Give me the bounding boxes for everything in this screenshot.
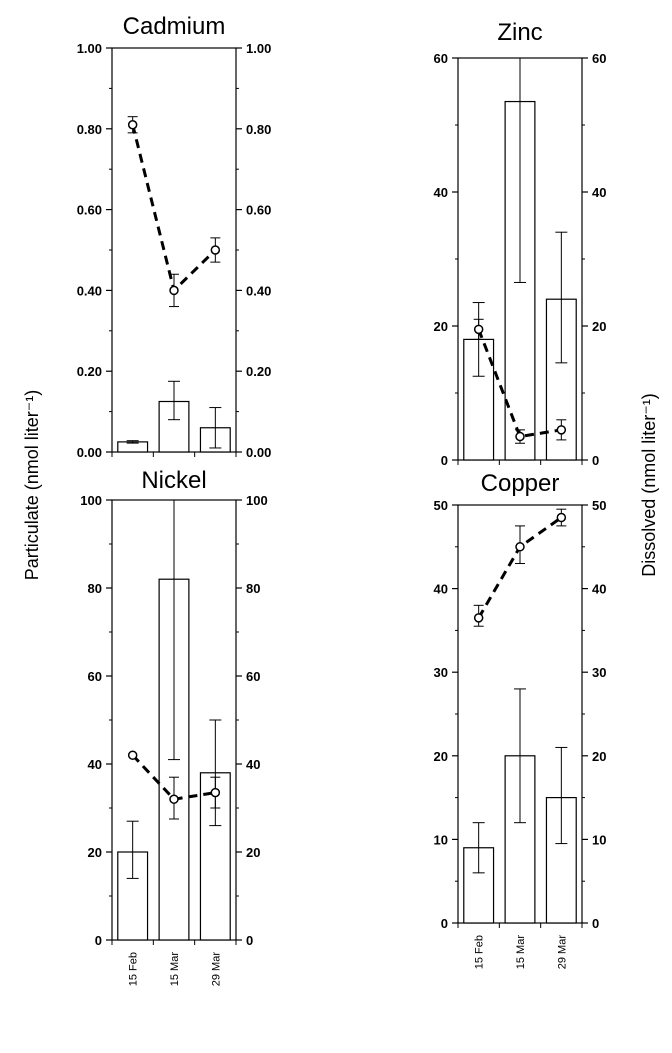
category-label: 15 Mar bbox=[169, 952, 181, 987]
left-tick-label: 0.60 bbox=[77, 203, 102, 218]
left-tick-label: 0.00 bbox=[77, 445, 102, 460]
left-tick-label: 10 bbox=[434, 832, 448, 847]
data-point bbox=[473, 324, 484, 335]
dissolved-line bbox=[477, 328, 562, 439]
left-tick-label: 0.20 bbox=[77, 364, 102, 379]
panel-zinc: Zinc 0 0 20 20 40 40 60 60 bbox=[434, 19, 607, 468]
right-tick-label: 0 bbox=[246, 933, 253, 948]
left-tick-label: 1.00 bbox=[77, 41, 102, 56]
right-tick-label: 40 bbox=[592, 582, 606, 597]
right-tick-label: 40 bbox=[246, 757, 260, 772]
left-tick-label: 40 bbox=[434, 582, 448, 597]
right-tick-label: 60 bbox=[246, 669, 260, 684]
category-label: 29 Mar bbox=[210, 952, 222, 987]
right-tick-label: 60 bbox=[592, 51, 606, 66]
right-tick-label: 50 bbox=[592, 498, 606, 513]
data-point bbox=[556, 425, 567, 435]
right-tick-label: 100 bbox=[246, 493, 268, 508]
data-point bbox=[127, 750, 138, 760]
right-tick-label: 0.60 bbox=[246, 203, 271, 218]
left-tick-label: 0.40 bbox=[77, 283, 102, 298]
data-point bbox=[127, 120, 138, 130]
category-label: 15 Mar bbox=[515, 935, 527, 970]
left-axis-label: Particulate (nmol liter⁻¹) bbox=[22, 390, 42, 581]
data-point bbox=[210, 245, 221, 255]
right-tick-label: 0.00 bbox=[246, 445, 271, 460]
left-tick-label: 20 bbox=[434, 319, 448, 334]
data-point bbox=[515, 431, 525, 442]
category-label: 29 Mar bbox=[556, 935, 568, 970]
left-tick-label: 20 bbox=[434, 749, 448, 764]
data-point bbox=[473, 613, 484, 623]
right-tick-label: 30 bbox=[592, 665, 606, 680]
panel-copper: Copper 0 0 10 10 20 20 30 30 40 40 50 50 15 Feb 15 Mar… bbox=[434, 470, 607, 969]
data-point bbox=[515, 542, 525, 552]
category-label: 15 Feb bbox=[474, 935, 486, 969]
left-tick-label: 50 bbox=[434, 498, 448, 513]
data-point bbox=[169, 285, 179, 296]
data-point bbox=[210, 787, 221, 798]
left-tick-label: 0 bbox=[441, 916, 448, 931]
dissolved-line bbox=[131, 124, 217, 294]
left-tick-label: 0 bbox=[95, 933, 102, 948]
right-tick-label: 0 bbox=[592, 453, 599, 468]
right-tick-label: 20 bbox=[592, 749, 606, 764]
left-tick-label: 60 bbox=[434, 51, 448, 66]
right-tick-label: 1.00 bbox=[246, 41, 271, 56]
left-tick-label: 80 bbox=[88, 581, 102, 596]
left-tick-label: 0.80 bbox=[77, 122, 102, 137]
panel-title: Zinc bbox=[497, 19, 542, 46]
data-point bbox=[169, 794, 179, 804]
category-label: 15 Feb bbox=[128, 952, 140, 986]
chart-panels: Cadmium 0.00 0.00 0.20 0.20 0.40 0.40 0.60 0.60 0… bbox=[77, 13, 607, 986]
right-tick-label: 0.20 bbox=[246, 364, 271, 379]
data-point bbox=[556, 512, 567, 523]
right-tick-label: 20 bbox=[246, 845, 260, 860]
right-tick-label: 40 bbox=[592, 185, 606, 200]
left-tick-label: 20 bbox=[88, 845, 102, 860]
left-tick-label: 60 bbox=[88, 669, 102, 684]
right-tick-label: 20 bbox=[592, 319, 606, 334]
right-axis-label: Dissolved (nmol liter⁻¹) bbox=[639, 393, 659, 577]
left-tick-label: 100 bbox=[80, 493, 102, 508]
right-tick-label: 80 bbox=[246, 581, 260, 596]
right-tick-label: 0 bbox=[592, 916, 599, 931]
panel-title: Nickel bbox=[141, 467, 206, 494]
right-tick-label: 10 bbox=[592, 832, 606, 847]
panel-cadmium: Cadmium 0.00 0.00 0.20 0.20 0.40 0.40 0.60 0.60 0… bbox=[77, 13, 272, 460]
panel-title: Cadmium bbox=[123, 13, 226, 40]
left-tick-label: 0 bbox=[441, 453, 448, 468]
panel-title: Copper bbox=[481, 470, 560, 497]
panel-nickel: Nickel 0 0 20 20 40 40 60 60 80 80 100 100 15 Feb 15 M… bbox=[80, 467, 267, 986]
left-tick-label: 30 bbox=[434, 665, 448, 680]
right-tick-label: 0.40 bbox=[246, 283, 271, 298]
right-tick-label: 0.80 bbox=[246, 122, 271, 137]
left-tick-label: 40 bbox=[88, 757, 102, 772]
left-tick-label: 40 bbox=[434, 185, 448, 200]
